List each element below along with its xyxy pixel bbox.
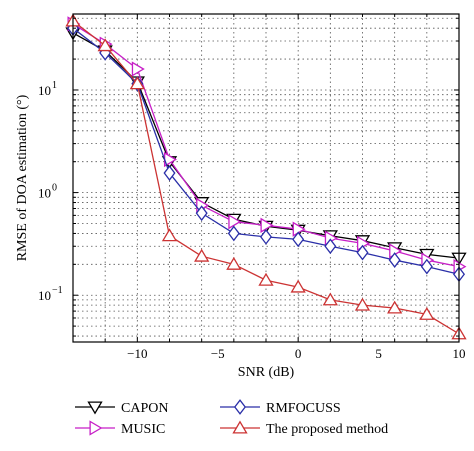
- data-point: [129, 76, 145, 90]
- y-tick-exponent: 0: [52, 183, 57, 194]
- legend-item: The proposed method: [220, 420, 388, 437]
- legend-label: The proposed method: [266, 422, 388, 437]
- data-point: [420, 258, 433, 275]
- legend-marker: [89, 420, 103, 436]
- data-point: [387, 300, 403, 314]
- data-point: [131, 61, 145, 77]
- y-tick-label: 10: [38, 186, 51, 201]
- series-the-proposed-method: [65, 13, 467, 340]
- data-point: [226, 256, 242, 270]
- data-point: [419, 306, 435, 320]
- legend-item: CAPON: [75, 401, 168, 416]
- x-tick-label: −5: [211, 346, 225, 361]
- data-point: [354, 297, 371, 311]
- data-point: [290, 279, 306, 293]
- data-point: [322, 292, 338, 306]
- x-tick-label: 5: [375, 346, 382, 361]
- data-point: [194, 248, 210, 262]
- plot-frame: [72, 13, 460, 343]
- x-tick-label: 0: [295, 346, 302, 361]
- data-point: [227, 225, 240, 242]
- data-point: [195, 205, 208, 222]
- y-tick-exponent: 1: [52, 80, 57, 91]
- data-point: [163, 165, 176, 181]
- data-point: [292, 231, 305, 248]
- data-point: [258, 272, 274, 286]
- x-tick-label: −10: [127, 346, 147, 361]
- data-point: [161, 228, 178, 242]
- data-point: [324, 238, 337, 255]
- x-axis-title: SNR (dB): [238, 365, 295, 380]
- legend-item: MUSIC: [75, 420, 165, 437]
- data-point: [356, 244, 369, 261]
- y-tick-exponent: −1: [52, 285, 63, 296]
- x-tick-label: 10: [453, 346, 466, 361]
- legend: CAPON MUSIC RMFOCUSS The proposed method: [75, 399, 388, 437]
- legend-marker: [232, 420, 248, 434]
- data-point: [259, 229, 273, 245]
- legend-marker: [233, 399, 247, 415]
- legend-marker: [87, 401, 103, 415]
- y-tick-label: 10: [38, 83, 51, 98]
- data-point: [388, 252, 401, 268]
- y-tick-label: 10: [38, 288, 51, 303]
- data-point: [260, 217, 274, 233]
- data-point: [97, 38, 113, 52]
- legend-item: RMFOCUSS: [220, 399, 341, 416]
- series-layer: [65, 13, 467, 340]
- legend-label: MUSIC: [121, 422, 165, 437]
- legend-label: RMFOCUSS: [266, 401, 341, 416]
- data-point: [228, 214, 242, 230]
- grid: [73, 14, 459, 342]
- y-axis-title: RMSE of DOA estimation (°): [15, 94, 30, 261]
- legend-label: CAPON: [121, 401, 168, 416]
